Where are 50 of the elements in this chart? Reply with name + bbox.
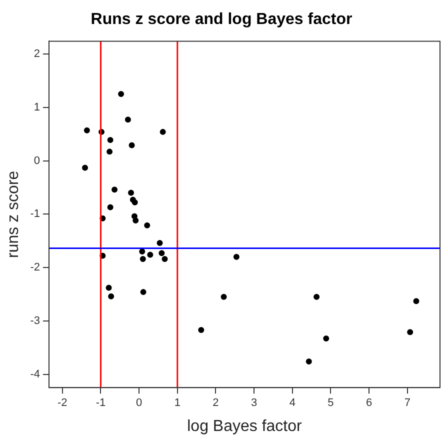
point [124,116,131,123]
point [132,199,138,206]
point [407,329,414,336]
y-tick-label: 0 [34,154,40,167]
x-axis-title: log Bayes factor [187,418,303,435]
x-tick-label: -1 [96,397,106,410]
point [107,204,114,210]
point [144,222,150,228]
point [156,240,163,246]
point [107,136,114,143]
point [323,335,330,342]
x-tick-label: -2 [58,397,68,410]
point [140,289,146,296]
y-axis-title: runs z score [5,170,22,258]
point [118,91,124,98]
x-tick-label: 5 [328,397,334,410]
y-tick-label: -4 [30,368,40,380]
point [84,127,90,134]
point [160,128,166,135]
point [106,148,113,155]
y-tick-label: -2 [30,262,40,274]
point [233,254,240,260]
point [140,256,146,262]
chart-title: Runs z score and log Bayes factor [90,11,352,28]
point [106,284,112,291]
point [132,218,139,224]
y-tick-label: 1 [34,101,40,114]
y-tick-label: -1 [30,208,40,220]
point [108,293,114,300]
x-tick-label: 6 [366,397,372,410]
x-tick-label: 1 [174,397,180,410]
point [158,250,165,256]
point [147,252,154,258]
x-tick-label: 7 [404,397,410,410]
x-tick-label: 2 [212,397,219,410]
y-tick-label: -3 [30,314,40,327]
point [82,164,88,171]
point [220,294,227,300]
point [198,326,204,333]
point [314,294,320,300]
x-tick-label: 3 [251,397,258,410]
point [128,190,134,196]
y-tick-label: 2 [34,48,40,60]
x-tick-label: 0 [136,397,142,410]
x-tick-label: 4 [289,397,296,410]
point [306,358,312,364]
point [112,186,118,193]
point [128,142,135,148]
point [413,298,420,304]
point [162,256,168,262]
